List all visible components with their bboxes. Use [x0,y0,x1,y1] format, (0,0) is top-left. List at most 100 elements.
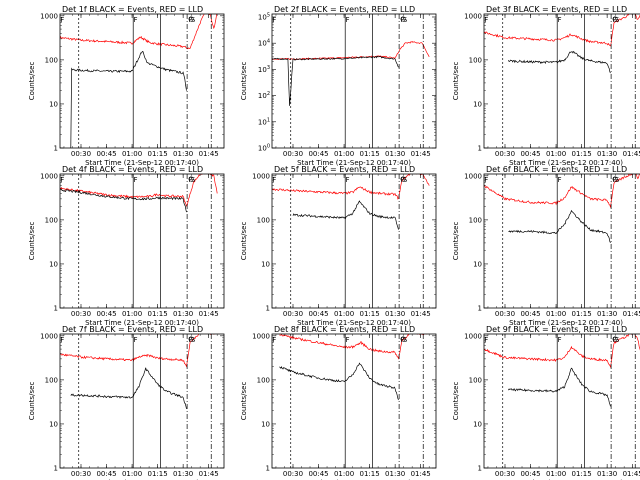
panel-title: Det 4f BLACK = Events, RED = LLD [62,165,203,174]
flag-marker: F [401,16,405,24]
flag-circle [612,16,618,22]
x-tick-label: 00:45 [520,470,540,478]
y-tick-label: 1000 [40,332,58,340]
y-axis-label: Counts/sec [452,222,460,261]
series-red-lld [484,14,640,47]
flag-circle [400,16,406,22]
y-tick-label: 100 [45,56,58,64]
panel-det-1: Det 1f BLACK = Events, RED = LLD Counts/s… [28,5,225,167]
panel-det-8: Det 8f BLACK = Events, RED = LLD Counts/s… [240,325,437,480]
x-tick-label: 00:45 [96,470,116,478]
panel-title: Det 7f BLACK = Events, RED = LLD [62,325,203,334]
flag-circle [612,336,618,342]
flag-marker: F [60,16,64,24]
flag-marker: F [557,336,561,344]
panel-title: Det 6f BLACK = Events, RED = LLD [486,165,627,174]
panel-det-4: Det 4f BLACK = Events, RED = LLD Counts/s… [28,165,225,327]
x-tick-label: 01:30 [385,470,405,478]
plot-frame [483,333,640,469]
x-tick-label: 01:15 [360,470,380,478]
flag-marker: F [345,336,349,344]
flag-marker: F [60,336,64,344]
y-tick-label: 100 [469,376,482,384]
series-black-events [508,209,611,244]
x-tick-label: 01:30 [597,470,617,478]
y-tick-label: 105 [258,12,270,21]
y-axis-label: Counts/sec [452,382,460,421]
x-tick-label: 01:15 [148,470,168,478]
series-red-lld [60,14,218,50]
plot-frame [483,173,640,309]
y-tick-label: 10 [261,420,270,428]
y-tick-label: 10 [261,260,270,268]
y-tick-label: 1 [54,465,58,473]
flag-marker: F [345,176,349,184]
flag-circle [400,336,406,342]
flag-circle [400,176,406,182]
x-tick-label: 01:30 [173,470,193,478]
x-axis-label: Start Time (21-Sep-12 00:17:40) [297,319,411,327]
series-red-lld [272,41,430,61]
x-tick-label: 00:45 [308,150,328,158]
x-tick-label: 01:15 [572,470,592,478]
series-black-events [508,367,611,407]
x-tick-label: 01:00 [122,470,142,478]
y-tick-label: 100 [257,376,270,384]
plot-frame [59,173,225,309]
flag-marker: F [484,336,488,344]
x-tick-label: 00:45 [96,150,116,158]
x-tick-label: 01:45 [199,310,219,318]
x-axis-label: Start Time (21-Sep-12 00:17:40) [297,159,411,167]
flag-marker: F [401,176,405,184]
flag-marker: F [60,176,64,184]
y-tick-label: 104 [258,39,270,48]
y-tick-label: 100 [258,144,270,153]
flag-circle [188,176,194,182]
x-tick-label: 00:30 [71,150,91,158]
y-tick-label: 10 [473,100,482,108]
y-tick-label: 102 [258,91,270,100]
flag-marker: F [272,176,276,184]
y-tick-label: 1 [54,305,58,313]
series-red-lld [60,174,218,207]
y-axis-label: Counts/sec [240,62,248,101]
y-tick-label: 10 [49,100,58,108]
flag-marker: F [557,176,561,184]
flag-marker: F [401,336,405,344]
y-tick-label: 1 [266,305,270,313]
x-axis-label: Start Time (21-Sep-12 00:17:40) [85,159,199,167]
flag-circle [612,176,618,182]
x-tick-label: 00:30 [495,150,515,158]
x-tick-label: 01:00 [334,150,354,158]
x-tick-label: 01:45 [199,470,219,478]
y-tick-label: 100 [257,216,270,224]
series-black-events [70,367,187,409]
x-tick-label: 01:45 [623,150,640,158]
flag-marker: F [557,16,561,24]
series-black-events [60,188,187,213]
x-tick-label: 00:45 [308,470,328,478]
series-red-lld [272,174,430,200]
y-tick-label: 1000 [464,172,482,180]
flag-marker: F [189,336,193,344]
y-tick-label: 1 [478,145,482,153]
x-tick-label: 01:00 [546,470,566,478]
y-tick-label: 10 [49,420,58,428]
flag-marker: F [133,16,137,24]
x-tick-label: 00:30 [283,470,303,478]
plot-frame [271,173,437,309]
x-tick-label: 00:45 [520,150,540,158]
x-tick-label: 01:15 [148,150,168,158]
y-axis-label: Counts/sec [28,382,36,421]
y-tick-label: 10 [473,420,482,428]
x-tick-label: 01:15 [148,310,168,318]
y-tick-label: 10 [473,260,482,268]
y-tick-label: 1000 [40,12,58,20]
flag-marker: F [613,176,617,184]
x-tick-label: 01:45 [199,150,219,158]
x-tick-label: 00:30 [495,310,515,318]
y-tick-label: 1 [266,465,270,473]
x-tick-label: 01:45 [623,470,640,478]
x-tick-label: 01:00 [546,310,566,318]
flag-marker: F [613,336,617,344]
